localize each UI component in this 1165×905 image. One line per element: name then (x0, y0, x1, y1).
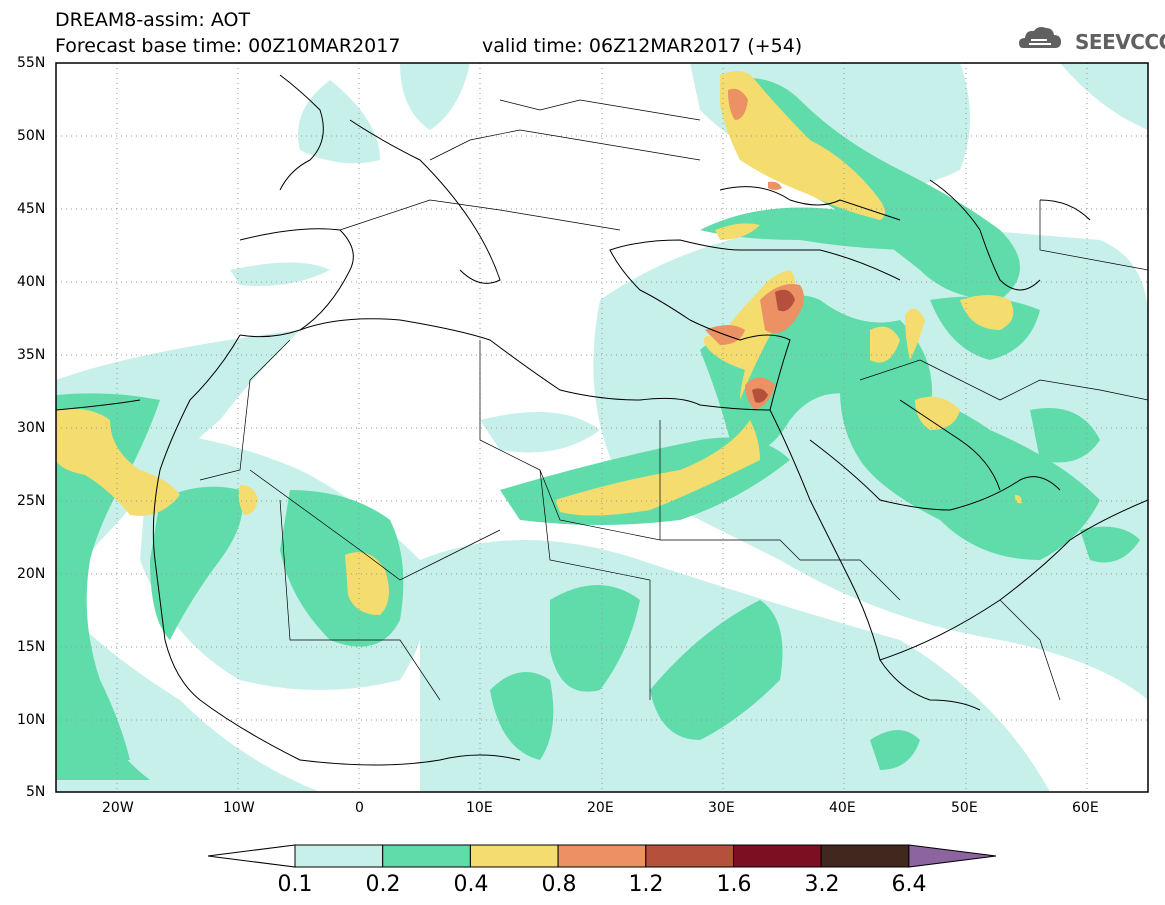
lat-label: 5N (26, 784, 46, 800)
valid-time: valid time: 06Z12MAR2017 (+54) (482, 35, 803, 57)
lat-label: 35N (17, 347, 46, 363)
logo-text: SEEVCCC (1075, 30, 1165, 54)
colorbar-label: 0.8 (541, 872, 577, 897)
lon-label: 20E (587, 800, 614, 816)
colorbar-label: 6.4 (891, 872, 927, 897)
lat-label: 45N (17, 201, 46, 217)
lon-label: 50E (951, 800, 978, 816)
lon-label: 40E (829, 800, 856, 816)
lon-label: 0 (355, 800, 364, 816)
lat-label: 55N (17, 55, 46, 71)
colorbar-label: 1.6 (716, 872, 752, 897)
lon-label: 20W (102, 800, 134, 816)
forecast-base-time: Forecast base time: 00Z10MAR2017 (55, 35, 401, 57)
colorbar-label: 0.1 (277, 872, 313, 897)
colorbar-label: 0.2 (365, 872, 401, 897)
lon-label: 10W (223, 800, 255, 816)
lon-label: 60E (1072, 800, 1099, 816)
lat-label: 25N (17, 493, 46, 509)
lat-label: 10N (17, 712, 46, 728)
lat-label: 15N (17, 639, 46, 655)
graticule (56, 63, 1148, 792)
coastlines (56, 74, 1148, 766)
cloud-icon (1019, 27, 1061, 48)
colorbar-label: 3.2 (804, 872, 840, 897)
lon-label: 30E (708, 800, 735, 816)
lat-label: 40N (17, 274, 46, 290)
map-frame (55, 62, 1149, 793)
lon-label: 10E (466, 800, 493, 816)
borders (199, 99, 1148, 701)
aot-field-extreme (752, 289, 795, 403)
lat-label: 50N (17, 128, 46, 144)
aot-field-high (56, 71, 1022, 615)
lat-label: 30N (17, 420, 46, 436)
colorbar-label: 0.4 (453, 872, 489, 897)
chart-title: DREAM8-assim: AOT (55, 9, 251, 31)
lat-label: 20N (17, 566, 46, 582)
colorbar-label: 1.2 (628, 872, 664, 897)
